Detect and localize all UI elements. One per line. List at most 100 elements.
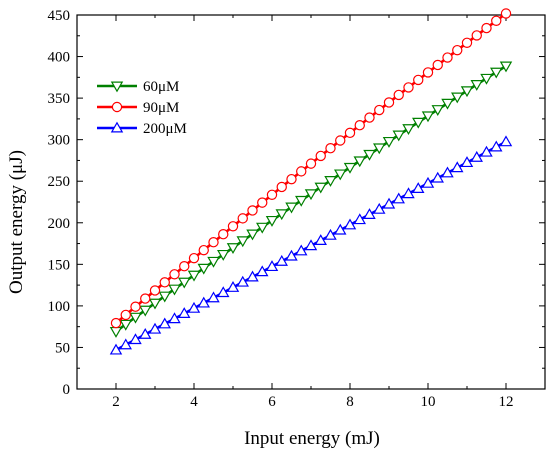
data-point: [275, 254, 288, 266]
data-point: [421, 176, 435, 188]
data-point: [129, 333, 142, 345]
data-point: [130, 301, 141, 312]
data-point: [218, 229, 229, 240]
data-point: [168, 312, 181, 324]
data-point: [247, 205, 258, 216]
data-point: [314, 182, 327, 194]
data-point: [413, 74, 424, 86]
data-point: [257, 197, 268, 208]
data-point: [481, 22, 492, 34]
data-point: [207, 291, 220, 303]
series-layer: [109, 8, 513, 355]
x-tick-label: 2: [112, 394, 120, 410]
data-point: [129, 312, 142, 324]
data-point: [335, 135, 346, 146]
x-axis-label: Input energy (mJ): [244, 428, 380, 449]
data-point: [295, 244, 308, 256]
legend-marker: [110, 121, 124, 133]
data-point: [315, 150, 326, 162]
data-point: [451, 161, 464, 173]
legend-label: 200μM: [143, 121, 187, 137]
data-point: [363, 149, 376, 161]
data-point: [179, 261, 190, 272]
data-point: [343, 162, 357, 174]
legend-label: 90μM: [143, 100, 179, 116]
series-2: [110, 8, 512, 329]
data-point: [499, 135, 513, 147]
data-point: [148, 322, 162, 334]
data-point: [471, 30, 482, 41]
data-point: [490, 67, 503, 79]
legend-marker: [111, 101, 123, 113]
data-point: [119, 319, 132, 331]
data-point: [188, 252, 200, 264]
data-point: [139, 305, 152, 317]
data-point: [343, 218, 357, 230]
data-point: [403, 82, 414, 93]
data-point: [217, 286, 230, 298]
data-point: [325, 142, 336, 154]
data-point: [363, 208, 376, 219]
data-point: [431, 105, 444, 116]
legend-label: 60μM: [143, 79, 179, 95]
data-point: [373, 143, 386, 155]
data-point: [285, 202, 298, 214]
data-point: [324, 176, 337, 187]
legend-item: 90μM: [97, 100, 179, 116]
data-point: [460, 156, 474, 168]
data-point: [119, 338, 132, 350]
x-tick-label: 4: [190, 394, 198, 410]
data-point: [198, 244, 209, 256]
data-point: [431, 171, 444, 183]
data-point: [110, 317, 122, 329]
y-tick-label: 150: [48, 257, 71, 273]
data-point: [109, 343, 123, 355]
data-point: [236, 236, 249, 248]
legend-item: 60μM: [97, 79, 179, 95]
data-point: [324, 228, 337, 240]
data-point: [382, 136, 396, 148]
data-point: [237, 213, 248, 224]
data-point: [304, 239, 318, 251]
data-point: [217, 249, 230, 261]
data-point: [256, 265, 269, 277]
data-point: [451, 92, 464, 104]
data-point: [392, 192, 405, 204]
data-point: [197, 263, 210, 275]
data-point: [344, 127, 356, 139]
data-point: [197, 296, 210, 308]
data-point: [169, 269, 180, 280]
data-point: [480, 73, 493, 85]
series-3: [109, 135, 513, 355]
series-1: [109, 61, 513, 338]
data-point: [442, 52, 453, 63]
data-point: [236, 275, 249, 287]
data-point: [364, 112, 375, 123]
y-axis-label: Output energy (μJ): [6, 150, 27, 294]
data-point: [226, 243, 240, 255]
data-point: [158, 291, 171, 303]
data-point: [354, 120, 365, 131]
tick-labels: 2 4 6 8 10 12 0 50 100 150 200 250 300 350 400 450: [48, 8, 514, 410]
data-point: [296, 166, 307, 177]
data-point: [246, 229, 259, 241]
data-point: [412, 182, 425, 193]
y-tick-label: 250: [48, 174, 71, 190]
data-point: [441, 98, 454, 110]
data-point: [266, 189, 278, 200]
data-point: [421, 111, 435, 123]
data-point: [208, 236, 219, 248]
data-point: [452, 44, 463, 56]
y-tick-label: 450: [48, 8, 71, 24]
data-point: [402, 187, 415, 199]
data-point: [491, 15, 502, 26]
y-tick-label: 50: [55, 340, 70, 356]
data-point: [392, 130, 405, 142]
x-tick-label: 8: [346, 394, 354, 410]
data-point: [402, 124, 415, 136]
x-tick-label: 10: [421, 394, 436, 410]
data-point: [470, 80, 483, 91]
data-point: [334, 169, 347, 181]
data-point: [276, 181, 287, 193]
